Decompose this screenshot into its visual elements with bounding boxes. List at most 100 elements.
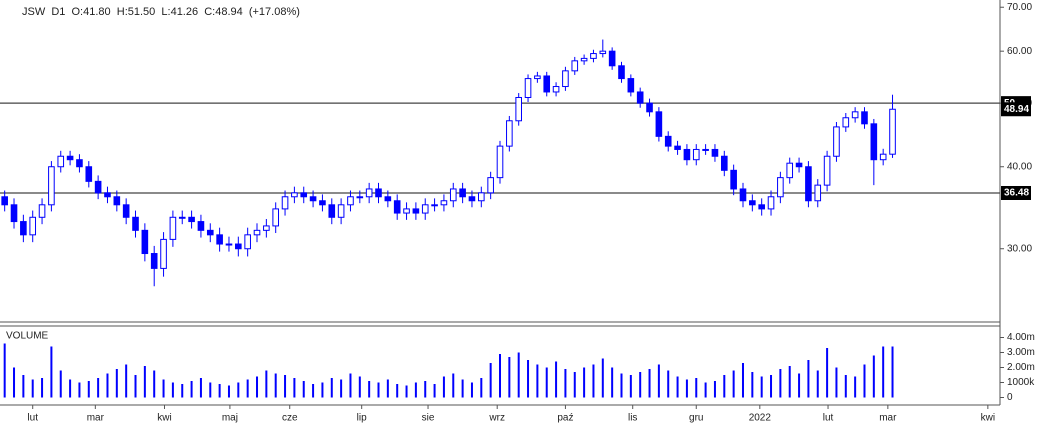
- volume-bar: [723, 375, 726, 398]
- candle-body: [356, 196, 364, 199]
- volume-bar: [536, 364, 539, 398]
- candle-body: [599, 50, 607, 55]
- volume-bar: [844, 375, 847, 398]
- volume-bar: [330, 378, 333, 398]
- volume-bar: [368, 381, 371, 398]
- volume-bar: [171, 382, 174, 398]
- candle-body: [225, 243, 233, 246]
- volume-bar: [442, 376, 445, 398]
- candle-body: [524, 78, 532, 98]
- candle-body: [618, 65, 625, 80]
- volume-bar: [69, 379, 72, 398]
- candle-body: [263, 225, 270, 231]
- volume-bar: [779, 369, 782, 398]
- volume-bar: [312, 384, 315, 398]
- candle-body: [337, 204, 345, 218]
- x-tick-label: lip: [357, 413, 367, 424]
- volume-bar: [770, 375, 773, 398]
- volume-bar: [676, 376, 679, 398]
- candle-body: [169, 216, 177, 240]
- volume-title: VOLUME: [6, 331, 49, 342]
- volume-bar: [284, 375, 287, 398]
- candle-body: [38, 204, 46, 218]
- volume-bar: [480, 378, 483, 398]
- x-tick-label: mar: [879, 413, 897, 424]
- candle-body: [571, 60, 579, 72]
- y-tick-label: 1000k: [1007, 377, 1035, 388]
- volume-bar: [760, 376, 763, 398]
- candle-body: [141, 229, 149, 255]
- volume-bar: [256, 376, 259, 398]
- x-tick-label: lut: [823, 413, 834, 424]
- x-tick-label: 2022: [749, 413, 772, 424]
- volume-bar: [433, 384, 436, 398]
- candle-body: [702, 148, 709, 151]
- candle-body: [29, 216, 37, 236]
- candle-body: [253, 229, 261, 236]
- volume-bar: [218, 384, 221, 398]
- volume-bar: [807, 360, 810, 398]
- x-tick-label: gru: [689, 413, 703, 424]
- candle-body: [206, 229, 214, 236]
- candle-body: [683, 148, 691, 161]
- candle-body: [487, 177, 494, 194]
- candle-body: [842, 117, 850, 128]
- candle-body: [459, 188, 466, 198]
- candle-body: [403, 208, 410, 214]
- x-tick-label: sie: [422, 413, 435, 424]
- candle-body: [440, 200, 448, 206]
- candle-body: [664, 135, 672, 147]
- volume-bar: [274, 373, 277, 398]
- candle-body: [309, 196, 317, 202]
- volume-bar: [854, 376, 857, 398]
- volume-bar: [732, 370, 735, 398]
- candle-body: [104, 192, 111, 198]
- volume-bar: [583, 367, 586, 398]
- volume-bar: [545, 367, 548, 398]
- volume-bar: [713, 381, 716, 398]
- candle-body: [861, 111, 868, 125]
- volume-bar: [106, 373, 109, 398]
- volume-bar: [816, 370, 819, 398]
- candle-body: [328, 204, 336, 218]
- candle-body: [375, 188, 382, 198]
- volume-bar: [639, 372, 642, 398]
- volume-bar: [349, 373, 352, 398]
- volume-bar: [358, 376, 361, 398]
- volume-bar: [891, 346, 894, 398]
- candle-body: [608, 50, 616, 67]
- candle-body: [188, 216, 195, 223]
- volume-bar: [143, 366, 146, 398]
- candle-body: [655, 111, 663, 137]
- candle-body: [720, 155, 728, 171]
- volume-bar: [97, 378, 100, 398]
- candle-body: [76, 159, 83, 168]
- volume-bar: [499, 354, 501, 398]
- candle-body: [393, 200, 401, 214]
- candle-body: [506, 120, 513, 147]
- candle-body: [412, 208, 420, 214]
- last-price-box: [1001, 102, 1031, 117]
- volume-bar: [321, 382, 324, 398]
- volume-bar: [302, 381, 305, 398]
- candle-body: [805, 166, 812, 202]
- volume-bar: [872, 355, 875, 398]
- candle-body: [786, 162, 794, 179]
- candle-body: [889, 108, 896, 155]
- volume-bar: [695, 378, 698, 398]
- volume-bar: [489, 363, 492, 398]
- volume-bar: [798, 373, 801, 398]
- volume-bar: [377, 382, 380, 398]
- volume-bar: [620, 373, 623, 398]
- volume-bar: [555, 361, 558, 398]
- volume-bar: [78, 382, 81, 398]
- volume-bar: [199, 378, 202, 398]
- candle-body: [562, 70, 569, 88]
- candle-body: [300, 192, 308, 198]
- volume-bar: [386, 379, 389, 398]
- volume-bar: [265, 370, 268, 398]
- candle-body: [122, 204, 130, 218]
- last-price-label: 48.94: [1004, 104, 1029, 115]
